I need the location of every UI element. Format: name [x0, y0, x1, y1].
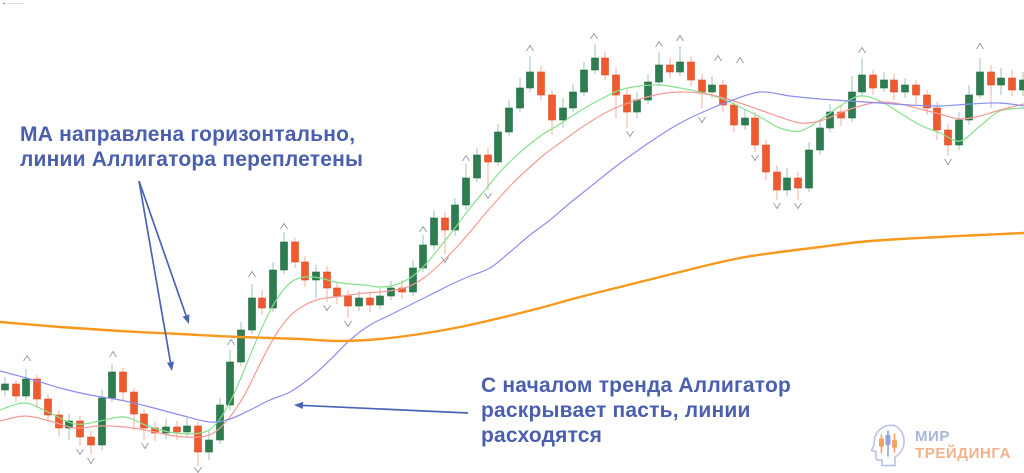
- alligator-jaw: [0, 91, 1024, 423]
- annotation-trend-start: С началом тренда Аллигатор раскрывает па…: [481, 373, 791, 448]
- annotation-ma-horizontal: МА направлена горизонтально, линии Аллиг…: [20, 122, 363, 172]
- annotation-line: раскрывает пасть, линии: [481, 399, 751, 422]
- candles-layer: [1, 44, 1024, 466]
- annotation-line: С началом тренда Аллигатор: [481, 374, 792, 397]
- indicator-lines-layer: [0, 84, 1024, 438]
- annotation-line: МА направлена горизонтально,: [20, 123, 356, 146]
- chart-legend: ▪ ···········: [3, 1, 25, 7]
- head-candles-logo-icon: [870, 424, 905, 467]
- alligator-lips: [0, 84, 1024, 435]
- watermark-line-2: ТРЕЙДИНГА: [914, 445, 1011, 462]
- watermark-line-1: МИР: [914, 428, 951, 445]
- ma-line: [0, 231, 1024, 343]
- mir-trading-watermark: МИР ТРЕЙДИНГА: [868, 423, 1011, 467]
- alligator-teeth: [0, 91, 1024, 438]
- watermark-text: МИР ТРЕЙДИНГА: [915, 428, 1011, 462]
- annotation-line: линии Аллигатора переплетены: [20, 148, 364, 171]
- annotation-line: расходятся: [481, 424, 603, 447]
- fractals-layer: [23, 32, 984, 473]
- annotation-arrows-layer: [138, 180, 469, 414]
